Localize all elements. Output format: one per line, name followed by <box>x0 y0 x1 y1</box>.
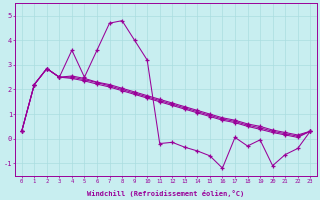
X-axis label: Windchill (Refroidissement éolien,°C): Windchill (Refroidissement éolien,°C) <box>87 190 244 197</box>
